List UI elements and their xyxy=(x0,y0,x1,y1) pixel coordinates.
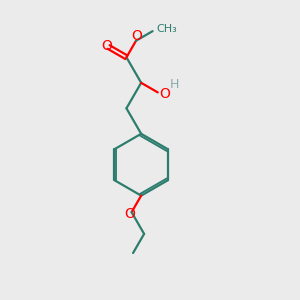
Text: O: O xyxy=(124,207,135,221)
Text: CH₃: CH₃ xyxy=(156,24,177,34)
Text: O: O xyxy=(131,29,142,43)
Text: O: O xyxy=(102,38,112,52)
Text: H: H xyxy=(170,78,179,91)
Text: O: O xyxy=(159,87,170,101)
